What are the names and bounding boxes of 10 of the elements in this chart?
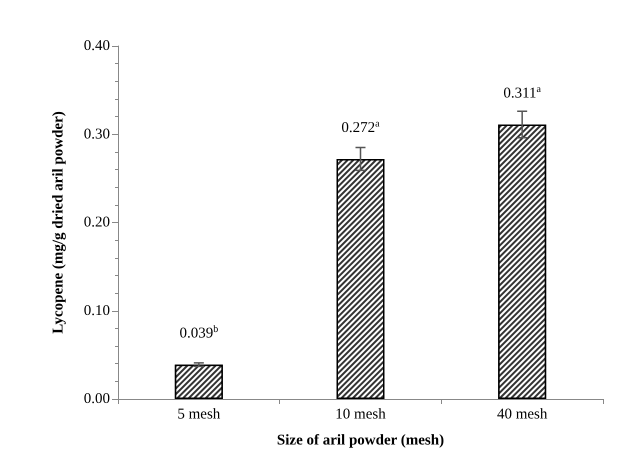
y-tick-label: 0.10 (84, 302, 110, 319)
x-tick-label: 40 mesh (496, 406, 548, 422)
y-tick-label: 0.20 (84, 214, 110, 230)
y-tick-label: 0.40 (84, 38, 110, 54)
y-axis-title: Lycopene (mg/g dried aril powder) (50, 111, 66, 334)
x-tick-label: 10 mesh (335, 406, 386, 422)
x-tick-label: 5 mesh (177, 406, 221, 422)
x-axis-title: Size of aril powder (mesh) (276, 432, 444, 448)
y-tick-label: 0.00 (84, 391, 110, 407)
y-tick-label: 0.30 (84, 126, 110, 142)
